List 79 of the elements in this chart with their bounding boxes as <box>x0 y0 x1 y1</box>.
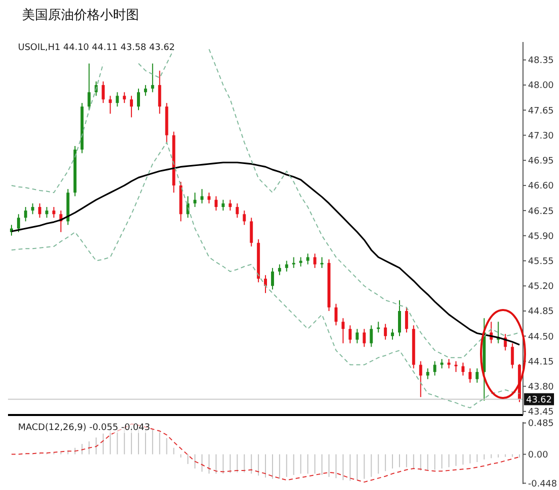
candlestick <box>292 256 296 268</box>
candlestick <box>447 358 450 369</box>
y-tick-label: -0.448 <box>528 479 558 490</box>
candlestick <box>236 202 239 218</box>
y-tick-label: 45.90 <box>528 232 554 242</box>
chart-title: 美国原油价格小时图 <box>22 7 139 24</box>
candlestick <box>102 80 105 104</box>
candlestick <box>242 210 246 226</box>
candlestick <box>356 328 359 344</box>
candlestick <box>214 196 218 212</box>
candlestick <box>228 199 232 212</box>
y-tick-label: 0.00 <box>528 450 548 460</box>
y-tick-label: 47.65 <box>528 106 554 116</box>
candlestick <box>462 362 465 376</box>
candlestick <box>440 358 444 369</box>
line-series <box>10 162 520 346</box>
candlestick <box>348 324 352 344</box>
y-tick-label: 44.50 <box>528 332 554 342</box>
candlestick <box>376 321 380 334</box>
candlestick <box>193 192 196 208</box>
candlestick <box>398 300 402 337</box>
candlestick <box>510 342 514 369</box>
candlestick <box>476 368 479 384</box>
y-tick-label: 46.25 <box>528 206 554 217</box>
line-series <box>11 142 520 408</box>
candlestick <box>116 92 119 108</box>
candlestick <box>320 256 324 268</box>
y-tick-label: 47.30 <box>528 131 554 142</box>
candlestick <box>130 95 133 118</box>
line-series <box>11 423 520 483</box>
candlestick <box>31 202 34 215</box>
candlestick <box>271 267 274 290</box>
candlestick <box>24 206 28 222</box>
candlestick <box>313 253 316 268</box>
candlestick <box>136 88 140 111</box>
candlestick <box>405 306 408 334</box>
candlestick <box>433 360 436 376</box>
y-tick-label: 43.80 <box>528 382 554 393</box>
candlestick <box>108 95 112 114</box>
candlestick <box>390 328 394 340</box>
candlestick <box>278 264 282 276</box>
y-tick-label: 48.35 <box>528 56 554 66</box>
candlestick <box>222 199 225 212</box>
candlestick <box>468 368 472 384</box>
candlestick <box>264 274 267 294</box>
candlestick <box>45 206 48 218</box>
candlestick <box>158 70 162 114</box>
candlestick <box>285 260 288 272</box>
candlestick <box>52 206 56 218</box>
candlestick <box>342 318 345 344</box>
ref-line-label: 43.62 <box>526 396 552 406</box>
candlestick <box>370 324 373 348</box>
y-tick-label: 45.55 <box>528 256 554 267</box>
candlestick <box>38 202 42 218</box>
candlestick <box>88 63 91 111</box>
annotation: MACD(12,26,9) -0.055 -0.043 <box>18 423 150 433</box>
annotation: USOIL,H1 44.10 44.11 43.58 43.62 <box>18 43 175 53</box>
candlestick <box>208 192 211 204</box>
y-tick-label: 44.15 <box>528 357 554 368</box>
candlestick <box>299 256 302 268</box>
candlestick <box>426 368 430 380</box>
candlestick <box>306 253 310 265</box>
candlestick <box>151 63 154 93</box>
candlestick <box>334 303 338 326</box>
candlestick <box>419 360 422 398</box>
candlestick <box>362 328 366 348</box>
candlestick <box>144 84 148 96</box>
y-tick-label: 44.85 <box>528 307 554 318</box>
y-tick-label: 45.20 <box>528 282 554 292</box>
y-tick-label: 48.00 <box>528 81 554 92</box>
y-tick-label: 46.60 <box>528 182 554 192</box>
y-tick-label: 46.95 <box>528 156 554 167</box>
candlestick <box>122 92 126 104</box>
candlestick <box>17 214 20 233</box>
candlestick <box>250 217 253 247</box>
y-tick-label: 0.485 <box>528 419 554 430</box>
y-tick-label: 43.45 <box>528 408 554 418</box>
candlestick <box>200 188 204 204</box>
candlestick <box>384 323 387 340</box>
